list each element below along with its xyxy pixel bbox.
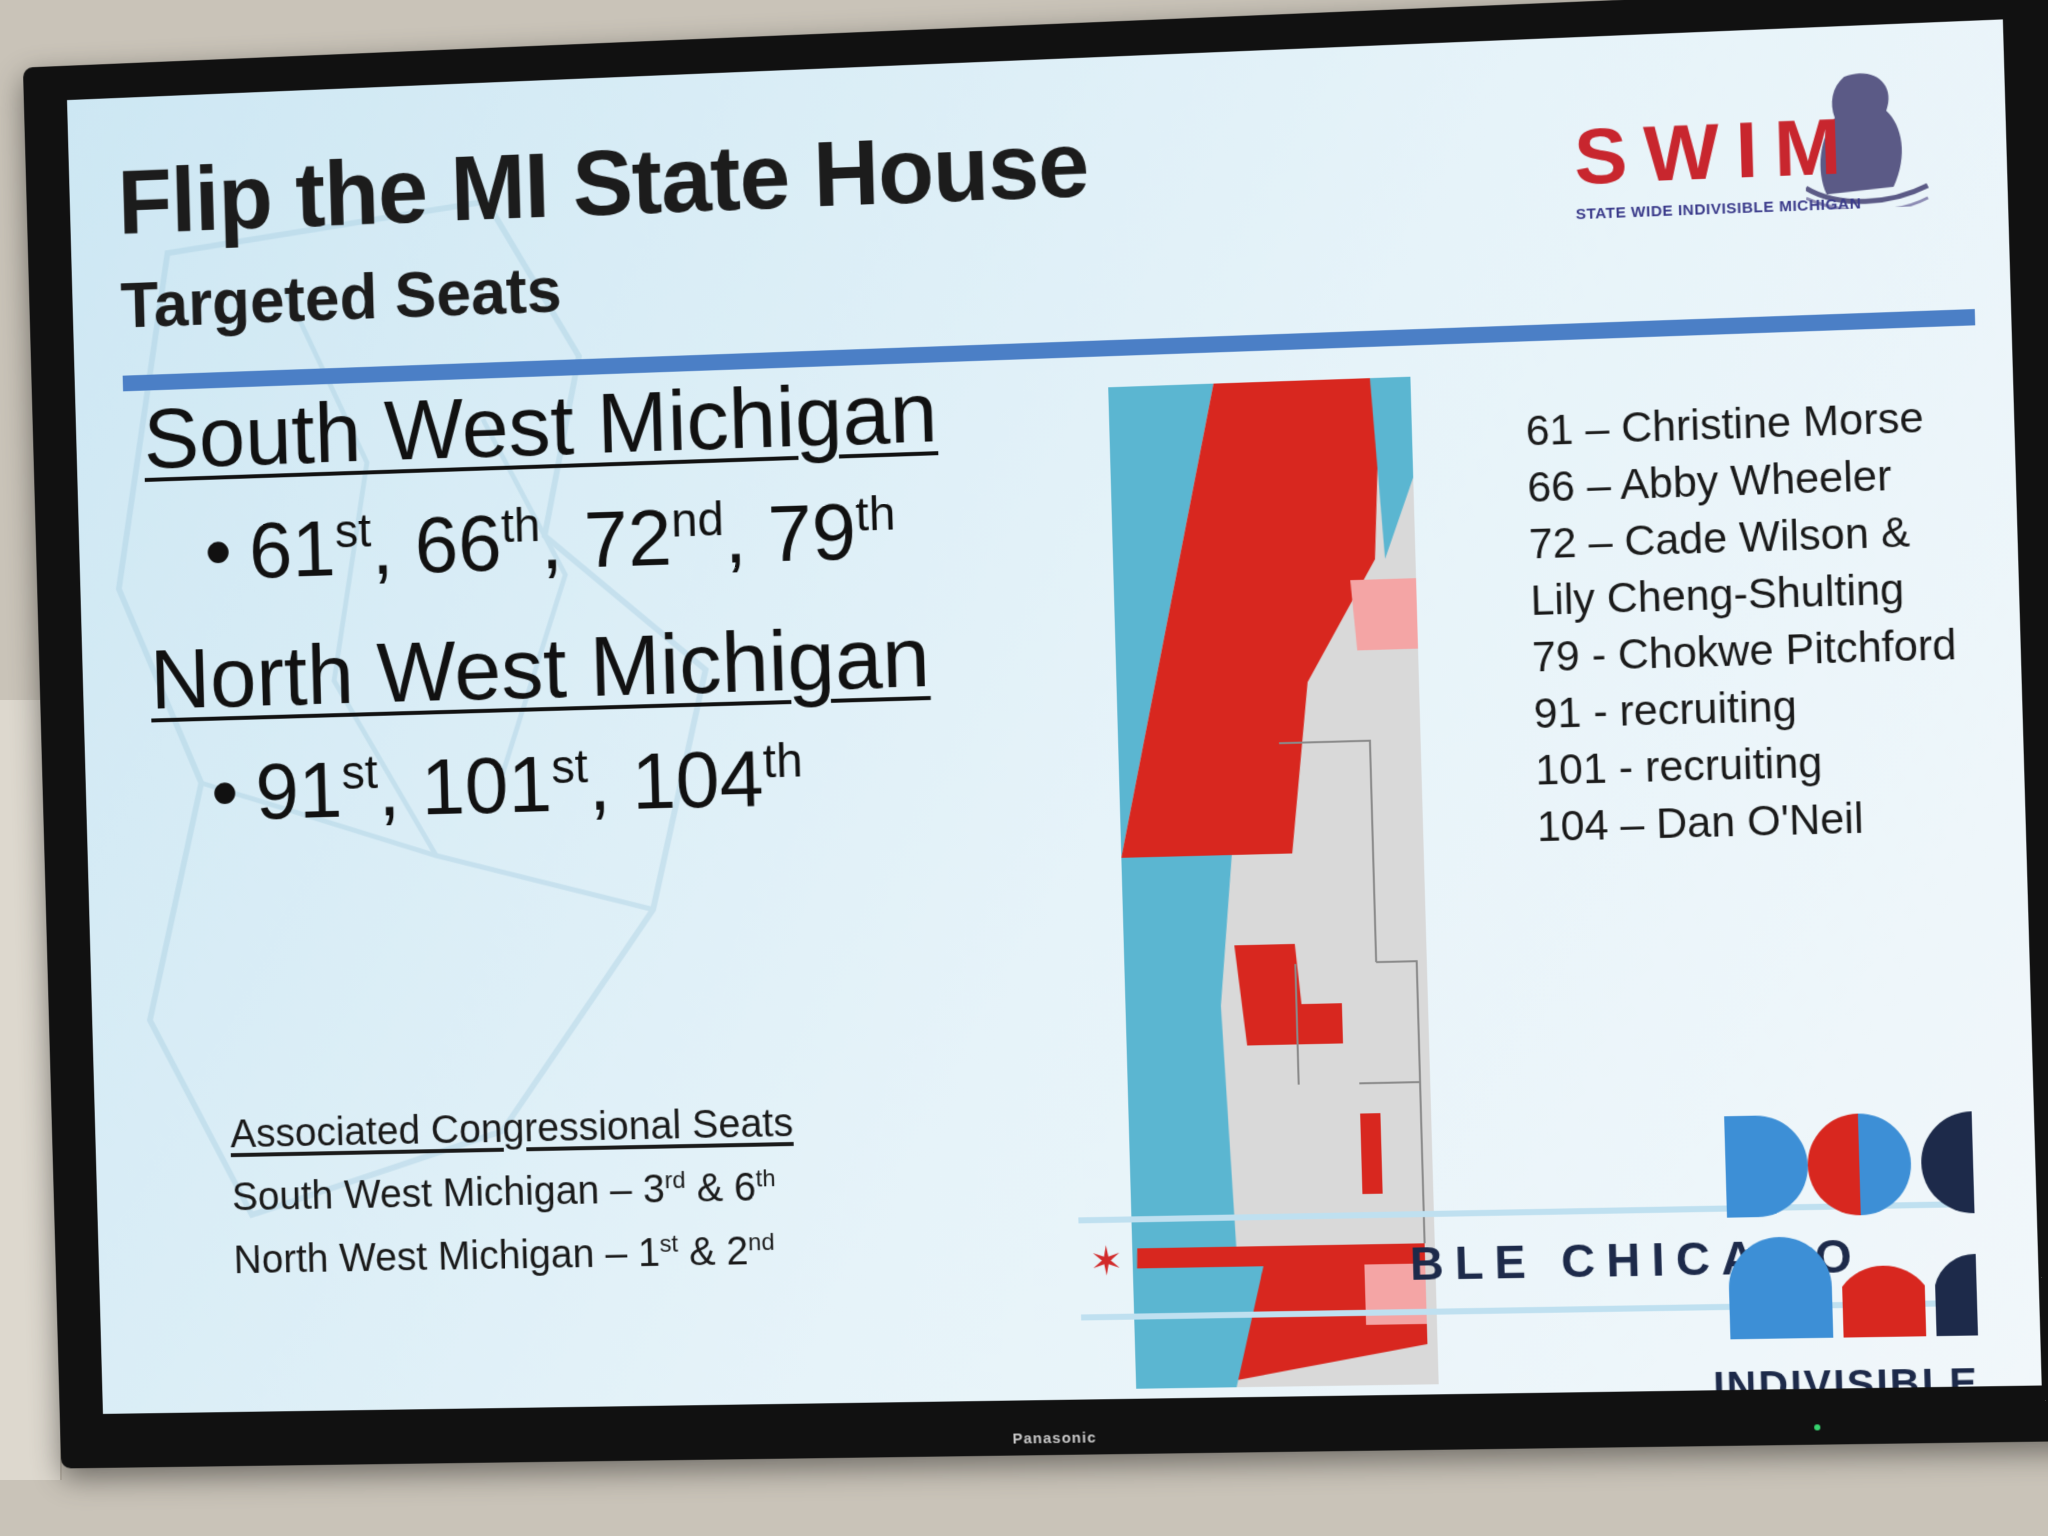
seat: 61st bbox=[247, 504, 372, 595]
power-led-icon bbox=[1814, 1424, 1821, 1431]
congressional-row: North West Michigan – 1st & 2nd bbox=[233, 1229, 775, 1283]
seat: 91st bbox=[254, 745, 379, 836]
michigan-shape-icon bbox=[1802, 71, 1930, 210]
television: Flip the MI State House Targeted Seats S… bbox=[22, 0, 2048, 1469]
indivisible-wordmark: INDIVISIBLE bbox=[1712, 1360, 1980, 1410]
district-map bbox=[1108, 376, 1439, 1389]
bullet-icon: • bbox=[210, 748, 240, 837]
seat-list-north-west: • 91st, 101st, 104th bbox=[210, 733, 804, 837]
swim-logo-word: SWIM bbox=[1572, 100, 1859, 202]
swim-logo: SWIM STATE WIDE INDIVISIBLE MICHIGAN bbox=[1541, 58, 1936, 246]
candidate-row: 79 - Chokwe Pitchford bbox=[1531, 620, 1958, 681]
seat: 104th bbox=[630, 733, 804, 826]
seat: 66th bbox=[413, 498, 541, 590]
tv-brand-logo: Panasonic bbox=[1012, 1429, 1097, 1448]
seat: 72nd bbox=[582, 493, 725, 585]
candidate-row: 104 – Dan O'Neil bbox=[1536, 794, 1865, 851]
indivisible-logo-icon bbox=[1724, 1111, 1978, 1340]
bullet-icon: • bbox=[203, 507, 233, 596]
seat: 101st bbox=[420, 739, 589, 832]
congressional-seats: Associated Congressional Seats South Wes… bbox=[230, 1095, 798, 1288]
congressional-row: South West Michigan – 3rd & 6th bbox=[231, 1165, 776, 1220]
candidate-list: 61 – Christine Morse 66 – Abby Wheeler 7… bbox=[1525, 388, 1962, 855]
chicago-star-icon: ✶ bbox=[1088, 1239, 1124, 1285]
slide: Flip the MI State House Targeted Seats S… bbox=[67, 19, 2042, 1414]
district-map-graphic bbox=[1108, 376, 1439, 1389]
seat: 79th bbox=[766, 486, 897, 579]
